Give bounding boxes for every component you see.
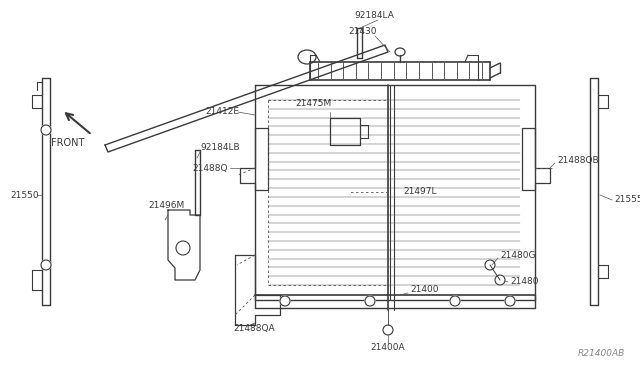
- Circle shape: [280, 296, 290, 306]
- Text: 21430: 21430: [348, 28, 376, 36]
- Text: FRONT: FRONT: [51, 138, 84, 148]
- Circle shape: [176, 241, 190, 255]
- Text: 92184LA: 92184LA: [354, 10, 394, 19]
- Circle shape: [505, 296, 515, 306]
- Circle shape: [365, 296, 375, 306]
- Circle shape: [485, 260, 495, 270]
- Text: 21480: 21480: [510, 278, 538, 286]
- Circle shape: [495, 275, 505, 285]
- Text: 21400: 21400: [410, 285, 438, 295]
- Text: 21412E: 21412E: [205, 108, 239, 116]
- Text: 21488QB: 21488QB: [557, 155, 598, 164]
- Text: 21400A: 21400A: [371, 343, 405, 353]
- Text: R21400AB: R21400AB: [578, 349, 625, 358]
- Text: 21555: 21555: [614, 196, 640, 205]
- Text: 21475M: 21475M: [295, 99, 332, 108]
- Circle shape: [450, 296, 460, 306]
- Circle shape: [41, 125, 51, 135]
- Text: 21496M: 21496M: [148, 201, 184, 209]
- Text: 21488Q: 21488Q: [193, 164, 228, 173]
- Text: 21488QA: 21488QA: [233, 324, 275, 333]
- Circle shape: [383, 325, 393, 335]
- Text: 92184LB: 92184LB: [200, 144, 239, 153]
- Text: 21497L: 21497L: [403, 187, 436, 196]
- Circle shape: [41, 260, 51, 270]
- Text: 21550: 21550: [10, 190, 38, 199]
- Text: 21480G: 21480G: [500, 250, 536, 260]
